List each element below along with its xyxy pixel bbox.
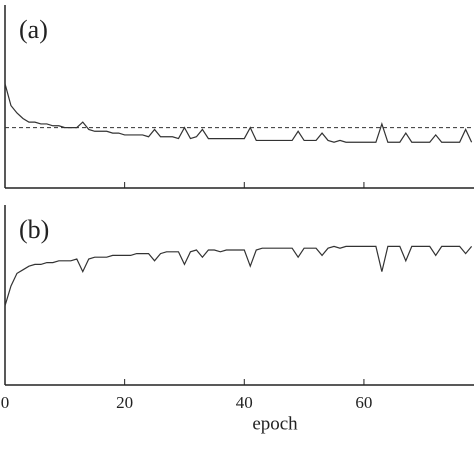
x-axis-label: epoch (252, 413, 298, 434)
panel-label: (b) (19, 215, 49, 244)
panel-label: (a) (19, 15, 48, 44)
x-tick-label: 60 (355, 393, 372, 412)
data-line (4, 245, 473, 306)
x-tick-label: 20 (116, 393, 133, 412)
x-tick-label: 40 (236, 393, 253, 412)
x-tick-label: 0 (1, 393, 10, 412)
data-line (4, 83, 473, 143)
